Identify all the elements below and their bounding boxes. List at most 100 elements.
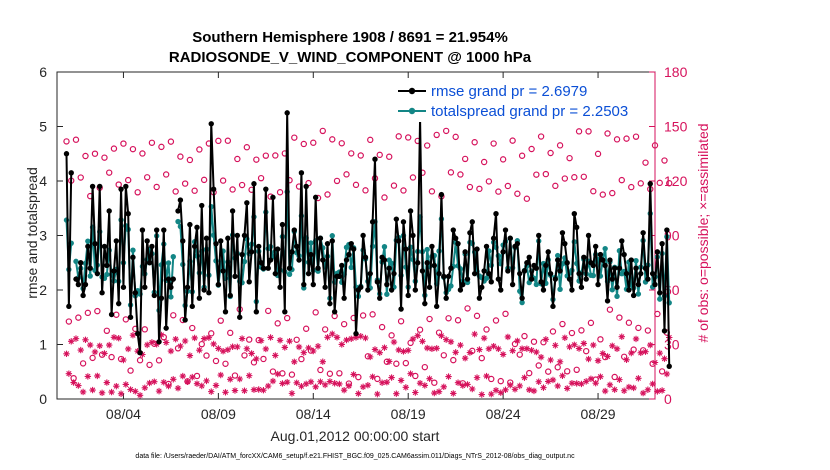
obs-assimilated-marker — [400, 348, 407, 355]
rmse-point — [592, 243, 599, 250]
obs-assimilated-marker — [224, 346, 232, 354]
rmse-point — [611, 265, 618, 271]
rmse-point — [220, 268, 226, 274]
rmse-point — [208, 121, 214, 127]
rmse-point — [260, 265, 267, 271]
obs-possible-marker — [378, 323, 386, 331]
rmse-point — [666, 363, 672, 369]
obs-assimilated-marker — [98, 389, 106, 397]
obs-possible-marker — [198, 340, 205, 348]
obs-assimilated-marker — [359, 383, 367, 391]
obs-assimilated-marker — [129, 332, 137, 339]
obs-assimilated-marker — [165, 382, 172, 390]
rmse-point — [286, 265, 293, 271]
rmse-point — [619, 238, 625, 244]
obs-assimilated-marker — [421, 382, 429, 389]
totalspread-point — [286, 271, 293, 277]
obs-assimilated-marker — [274, 370, 281, 378]
rmse-point — [101, 243, 108, 250]
rmse-point — [336, 273, 343, 280]
rmse-point — [184, 284, 191, 290]
rmse-point — [139, 227, 146, 233]
rmse-point — [161, 227, 167, 233]
rmse-point — [519, 295, 525, 301]
obs-assimilated-marker — [514, 337, 521, 345]
rmse-point — [377, 295, 383, 301]
rmse-point — [218, 238, 224, 244]
obs-assimilated-marker — [279, 380, 286, 387]
obs-possible-marker — [229, 186, 236, 193]
obs-assimilated-marker — [269, 377, 277, 385]
obs-assimilated-marker — [552, 342, 559, 349]
obs-assimilated-marker — [298, 383, 305, 390]
obs-assimilated-marker — [108, 388, 115, 396]
rmse-point — [654, 249, 661, 255]
obs-assimilated-marker — [407, 370, 414, 377]
obs-possible-marker — [457, 171, 464, 178]
obs-assimilated-marker — [568, 379, 576, 387]
rmse-point — [645, 276, 651, 282]
y-tick-label-left: 6 — [39, 64, 47, 80]
rmse-point — [320, 257, 326, 263]
obs-possible-marker — [310, 139, 317, 146]
rmse-point — [66, 303, 72, 310]
obs-possible-marker — [397, 318, 405, 325]
obs-possible-marker — [452, 133, 459, 141]
obs-assimilated-marker — [504, 333, 512, 341]
obs-assimilated-marker — [286, 337, 293, 345]
rmse-point — [234, 232, 241, 239]
obs-assimilated-marker — [599, 350, 606, 357]
rmse-point — [460, 281, 466, 288]
rmse-point — [393, 216, 400, 222]
obs-possible-marker — [288, 371, 296, 378]
obs-assimilated-marker — [601, 387, 609, 395]
rmse-point — [196, 295, 203, 301]
obs-possible-marker — [257, 174, 265, 182]
rmse-point — [633, 265, 639, 271]
obs-possible-marker — [642, 159, 649, 166]
rmse-point — [346, 251, 352, 258]
obs-assimilated-marker — [120, 356, 127, 364]
x-tick-label: 08/09 — [201, 406, 236, 422]
obs-assimilated-marker — [139, 351, 146, 358]
rmse-point — [73, 276, 79, 282]
obs-assimilated-marker — [412, 389, 419, 396]
obs-assimilated-marker — [554, 382, 561, 390]
obs-possible-marker — [490, 140, 497, 147]
rmse-point — [339, 262, 345, 269]
obs-assimilated-marker — [312, 383, 319, 391]
rmse-point — [118, 186, 124, 192]
obs-assimilated-marker — [433, 345, 440, 352]
legend-spread-marker — [408, 107, 416, 115]
obs-possible-marker — [238, 181, 246, 189]
obs-assimilated-marker — [160, 379, 167, 386]
obs-possible-marker — [276, 189, 284, 196]
obs-assimilated-marker — [511, 386, 519, 393]
obs-possible-marker — [535, 362, 542, 369]
rmse-point — [146, 260, 153, 266]
obs-possible-marker — [630, 346, 637, 353]
totalspread-point — [448, 283, 454, 289]
obs-possible-marker — [416, 326, 424, 333]
obs-assimilated-marker — [556, 358, 564, 365]
rmse-point — [509, 281, 516, 288]
obs-assimilated-marker — [457, 341, 464, 349]
obs-assimilated-marker — [423, 344, 431, 352]
obs-possible-marker — [402, 359, 410, 367]
rmse-point — [78, 260, 84, 266]
y-axis-label-left: rmse and totalspread — [24, 167, 40, 299]
y-tick-label-left: 2 — [39, 282, 47, 298]
legend-box — [395, 80, 651, 122]
obs-possible-marker — [336, 370, 343, 377]
obs-assimilated-marker — [305, 344, 312, 352]
obs-possible-marker — [355, 373, 362, 381]
obs-possible-marker — [604, 130, 611, 137]
obs-possible-marker — [181, 180, 189, 187]
obs-possible-marker — [426, 315, 433, 323]
obs-possible-marker — [483, 326, 490, 333]
rmse-point — [308, 251, 314, 258]
obs-possible-marker — [146, 361, 153, 369]
rmse-point — [552, 276, 559, 282]
obs-assimilated-marker — [191, 334, 198, 342]
obs-possible-marker — [386, 153, 393, 160]
